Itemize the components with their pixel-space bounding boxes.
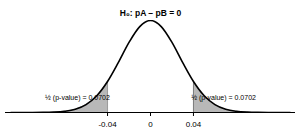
svg-text:½ (p-value) = 0.0702: ½ (p-value) = 0.0702 [191, 94, 256, 102]
svg-text:-0.04: -0.04 [98, 120, 117, 129]
svg-text:½ (p-value) = 0.0702: ½ (p-value) = 0.0702 [45, 94, 110, 102]
svg-text:H₀: pA – pB = 0: H₀: pA – pB = 0 [120, 8, 182, 18]
svg-text:0.04: 0.04 [186, 120, 202, 129]
svg-text:0: 0 [148, 120, 153, 129]
